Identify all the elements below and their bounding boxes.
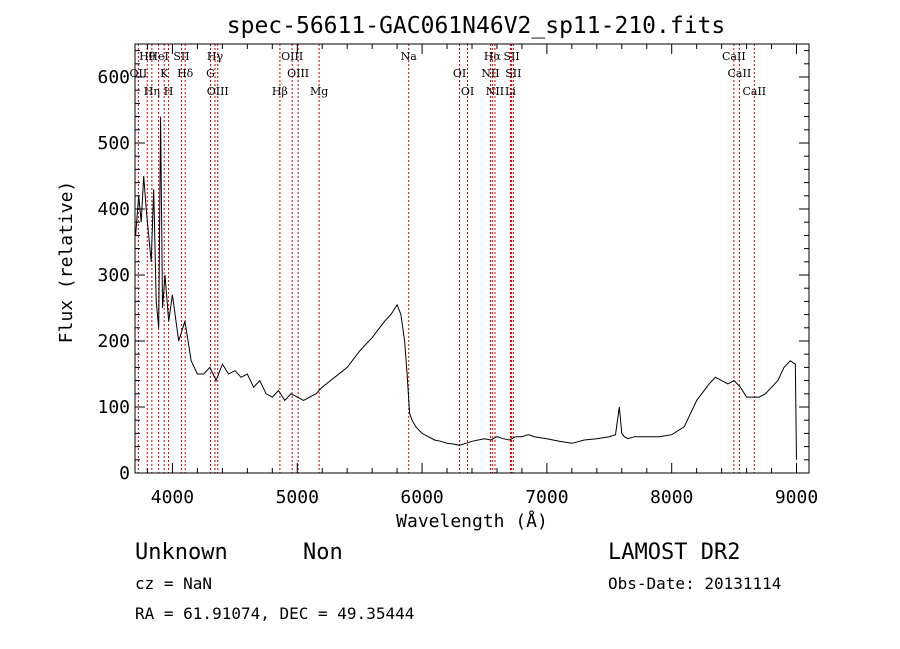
spectrum-line — [135, 116, 797, 460]
x-axis-ticks: 4000 5000 6000 7000 8000 9000 — [146, 44, 818, 508]
x-axis-label: Wavelength (Å) — [396, 510, 548, 532]
spectral-line-label: CaII — [742, 85, 766, 98]
x-tick-label: 8000 — [650, 487, 693, 508]
spectral-line-label: HeI — [148, 50, 168, 63]
spectral-line-label: OIII — [207, 85, 229, 98]
x-tick-label: 9000 — [775, 487, 818, 508]
spectral-line-label: H — [164, 85, 174, 98]
spectral-line-label: Hα — [484, 50, 502, 63]
spectral-line-label: Hθ — [139, 50, 156, 63]
subclass-label: Non — [303, 540, 343, 565]
spectral-line-markers — [137, 44, 755, 473]
x-tick-label: 7000 — [525, 487, 568, 508]
spectral-line-label: Hγ — [207, 50, 224, 63]
x-tick-label: 5000 — [276, 487, 319, 508]
spectral-line-label: CaII — [722, 50, 746, 63]
x-tick-label: 6000 — [400, 487, 443, 508]
spectral-line-label: NII — [486, 85, 504, 98]
y-axis-label: Flux (relative) — [56, 181, 77, 344]
redshift-label: cz = NaN — [135, 574, 212, 593]
chart-title: spec-56611-GAC061N46V2_sp11-210.fits — [227, 13, 726, 39]
spectral-line-label: CaII — [728, 67, 752, 80]
radec-label: RA = 61.91074, DEC = 49.35444 — [135, 604, 414, 623]
obs-date-label: Obs-Date: 20131114 — [608, 574, 781, 593]
spectral-line-label: SII — [173, 50, 189, 63]
spectral-line-label: SII — [503, 50, 519, 63]
y-tick-label: 400 — [97, 199, 130, 220]
x-tick-label: 4000 — [151, 487, 194, 508]
y-tick-label: 300 — [97, 265, 130, 286]
spectral-line-label: Na — [401, 50, 418, 63]
spectral-line-label: Mg — [310, 85, 328, 98]
y-axis-ticks: 0 100 200 300 400 500 600 — [97, 50, 809, 484]
spectral-line-label: OIII — [281, 50, 303, 63]
spectral-line-label: SII — [505, 67, 521, 80]
y-tick-label: 100 — [97, 397, 130, 418]
y-tick-label: 200 — [97, 331, 130, 352]
y-tick-label: 500 — [97, 133, 130, 154]
spectral-line-label: OI — [453, 67, 466, 80]
spectral-line-label: OII — [130, 67, 148, 80]
spectral-line-label: Hδ — [177, 67, 194, 80]
spectral-line-label: G — [206, 67, 215, 80]
spectral-line-label: OIII — [287, 67, 309, 80]
y-tick-label: 600 — [97, 67, 130, 88]
class-label: Unknown — [135, 540, 228, 565]
spectral-line-label: Hη — [144, 85, 160, 98]
spectral-line-label: Li — [505, 85, 516, 98]
plot-frame — [134, 43, 810, 474]
spectral-line-label: K — [160, 67, 169, 80]
survey-label: LAMOST DR2 — [608, 540, 740, 565]
spectral-line-label: Hβ — [272, 85, 288, 98]
spectral-line-label: OI — [461, 85, 474, 98]
spectral-line-label: NII — [481, 67, 499, 80]
spectral-line-labels: HθOIIHηHeIKHSIIHδOIIIHγGHβOIIIOIIIMgNaOI… — [130, 50, 767, 98]
y-tick-label: 0 — [119, 463, 130, 484]
